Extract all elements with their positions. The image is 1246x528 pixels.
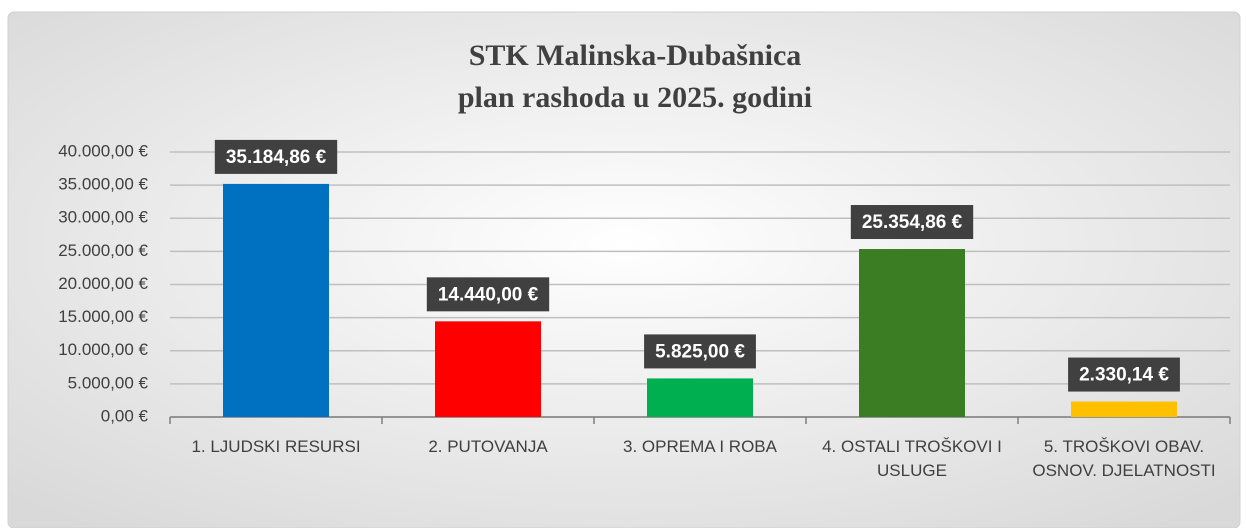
x-tick-label: 3. OPREMA I ROBA: [623, 437, 777, 456]
y-tick-label: 20.000,00 €: [58, 274, 148, 293]
x-tick-label: 4. OSTALI TROŠKOVI I USLUGE: [822, 437, 1002, 480]
value-label-box: [214, 139, 338, 174]
y-tick-label: 35.000,00 €: [58, 175, 148, 194]
bar: [647, 378, 753, 417]
y-tick-label: 30.000,00 €: [58, 208, 148, 227]
y-tick-label: 25.000,00 €: [58, 241, 148, 260]
bar: [223, 183, 329, 417]
y-tick-label: 5.000,00 €: [68, 373, 149, 392]
x-tick-label: 2. PUTOVANJA: [428, 437, 548, 456]
value-label: 5.825,00 €: [655, 341, 745, 362]
chart-title: plan rashoda u 2025. godini: [458, 81, 812, 114]
bar: [435, 321, 541, 417]
value-label-box: [644, 334, 756, 369]
x-tick-label: 5. TROŠKOVI OBAV. OSNOV. DJELATNOSTI: [1032, 437, 1216, 480]
value-label: 2.330,14 €: [1079, 365, 1169, 386]
y-tick-label: 0,00 €: [101, 406, 149, 425]
value-label-box: [850, 205, 974, 240]
chart-title: STK Malinska-Dubašnica: [469, 39, 802, 72]
y-tick-label: 15.000,00 €: [58, 307, 148, 326]
y-tick-label: 40.000,00 €: [58, 141, 148, 160]
x-tick-label: 1. LJUDSKI RESURSI: [191, 437, 361, 456]
bar: [859, 249, 965, 417]
value-label-box: [426, 277, 550, 312]
value-label: 25.354,86 €: [862, 212, 963, 233]
y-tick-label: 10.000,00 €: [58, 340, 148, 359]
value-label-box: [1068, 357, 1180, 392]
value-label: 35.184,86 €: [226, 147, 327, 168]
value-label: 14.440,00 €: [438, 284, 539, 305]
bar: [1071, 401, 1177, 417]
